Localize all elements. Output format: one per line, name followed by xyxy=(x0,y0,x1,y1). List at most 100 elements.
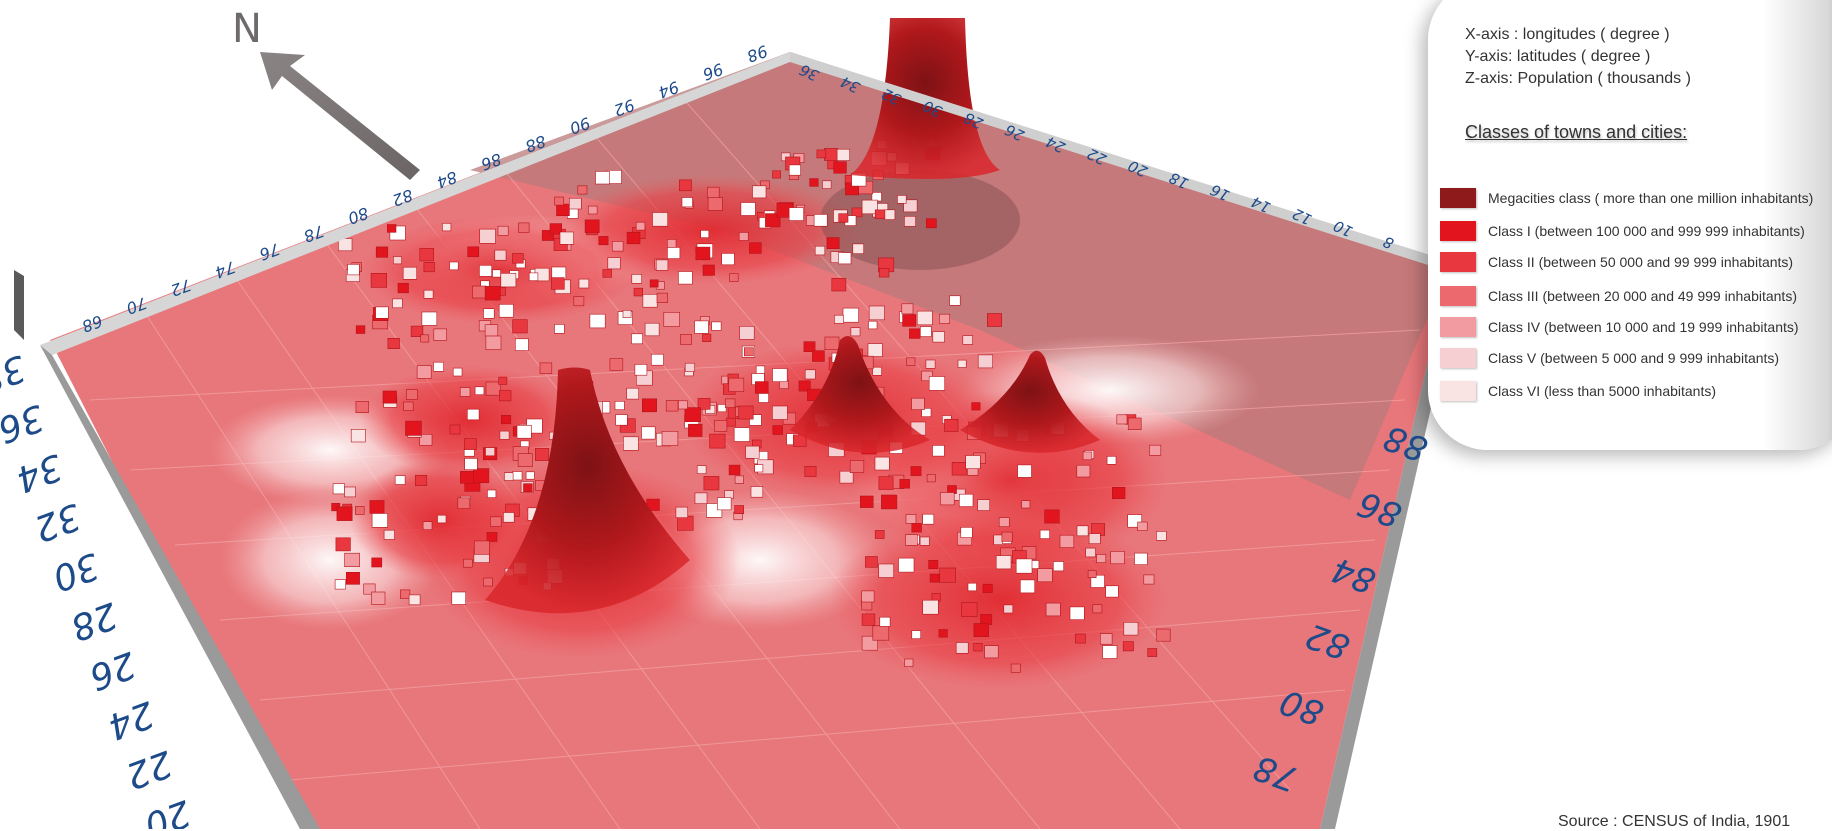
town-cube xyxy=(717,404,727,413)
town-cube xyxy=(1123,621,1139,636)
town-cube xyxy=(733,427,751,442)
town-cube xyxy=(750,486,764,498)
town-cube xyxy=(745,445,760,459)
town-cube xyxy=(726,417,736,427)
town-cube xyxy=(874,530,885,539)
town-cube xyxy=(752,185,767,199)
town-cube xyxy=(467,246,480,258)
town-cube xyxy=(371,557,383,568)
town-cube xyxy=(812,350,825,362)
town-cube xyxy=(834,314,844,324)
town-cube xyxy=(554,324,565,334)
town-cube xyxy=(656,292,668,304)
town-cube xyxy=(849,460,865,473)
town-cube xyxy=(1075,633,1086,644)
town-cube xyxy=(1001,531,1013,542)
town-cube xyxy=(711,321,722,331)
town-cube xyxy=(503,512,515,523)
town-cube xyxy=(951,461,967,476)
town-cube xyxy=(1102,645,1118,659)
town-cube xyxy=(405,389,418,400)
town-cube xyxy=(702,264,715,276)
town-cube xyxy=(905,534,918,546)
town-cube xyxy=(615,414,628,426)
town-cube xyxy=(517,453,533,467)
town-cube xyxy=(1037,568,1053,583)
town-cube xyxy=(578,278,590,289)
town-cube xyxy=(738,232,749,241)
town-cube xyxy=(904,216,916,227)
town-cube xyxy=(925,359,936,369)
town-cube xyxy=(500,272,517,288)
town-cube xyxy=(1090,574,1105,588)
town-cube xyxy=(451,591,466,605)
town-cube xyxy=(717,497,732,511)
axis-tick-label: 36 xyxy=(0,396,49,450)
town-cube xyxy=(1116,414,1128,425)
town-cube xyxy=(724,398,736,408)
legend-item: Class IV (between 10 000 and 19 999 inha… xyxy=(1440,316,1799,338)
town-cube xyxy=(677,515,694,531)
town-cube xyxy=(383,529,395,540)
town-cube xyxy=(868,305,885,321)
town-cube xyxy=(665,400,679,412)
town-cube xyxy=(919,326,932,337)
town-cube xyxy=(534,448,550,461)
town-cube xyxy=(772,368,788,382)
town-cube xyxy=(878,267,890,278)
town-cube xyxy=(1039,529,1050,539)
town-cube xyxy=(504,472,514,481)
x-axis-label: X-axis : longitudes ( degree ) xyxy=(1465,26,1670,43)
legend-swatch xyxy=(1440,317,1476,337)
town-cube xyxy=(344,552,360,568)
town-cube xyxy=(642,293,658,308)
town-cube xyxy=(523,483,533,493)
town-cube xyxy=(497,225,509,236)
town-cube xyxy=(1127,417,1142,430)
axis-tick-label: 20 xyxy=(139,792,196,829)
legend-label: Class IV (between 10 000 and 19 999 inha… xyxy=(1488,319,1799,335)
town-cube xyxy=(754,464,764,473)
town-cube xyxy=(1105,585,1119,598)
town-cube xyxy=(437,514,447,524)
town-cube xyxy=(960,526,973,538)
town-cube xyxy=(694,320,709,334)
town-cube xyxy=(728,464,741,476)
town-cube xyxy=(607,257,621,270)
town-cube xyxy=(492,269,501,278)
town-cube xyxy=(587,205,598,215)
town-cube xyxy=(633,287,643,297)
legend-label: Megacities class ( more than one million… xyxy=(1488,190,1814,206)
town-cube xyxy=(758,393,769,403)
town-cube xyxy=(1045,602,1061,617)
town-cube xyxy=(1076,464,1091,478)
town-cube xyxy=(595,171,610,185)
town-cube xyxy=(949,295,961,306)
town-cube xyxy=(833,161,847,174)
town-cube xyxy=(749,414,762,426)
peak-west xyxy=(485,367,690,614)
town-cube xyxy=(1085,547,1096,558)
town-cube xyxy=(1143,574,1155,585)
town-cube xyxy=(423,289,434,299)
town-cube xyxy=(375,246,389,258)
town-cube xyxy=(982,583,993,593)
legend-item: Class V (between 5 000 and 9 999 inhabit… xyxy=(1440,347,1779,369)
town-cube xyxy=(573,296,585,307)
town-cube xyxy=(904,658,914,667)
legend-item: Class VI (less than 5000 inhabitants) xyxy=(1440,380,1716,402)
town-cube xyxy=(883,209,896,220)
town-cube xyxy=(363,583,376,595)
town-cube xyxy=(916,310,933,326)
map-frame xyxy=(14,52,1462,829)
town-cube xyxy=(345,571,360,585)
town-cube xyxy=(967,582,977,592)
town-cube xyxy=(1021,500,1031,509)
town-cube xyxy=(903,199,918,213)
town-cube xyxy=(483,308,495,319)
town-cube xyxy=(614,400,625,410)
legend-item: Megacities class ( more than one million… xyxy=(1440,187,1813,209)
town-cube xyxy=(822,180,832,189)
town-cube xyxy=(772,405,788,420)
town-cube xyxy=(695,246,711,261)
